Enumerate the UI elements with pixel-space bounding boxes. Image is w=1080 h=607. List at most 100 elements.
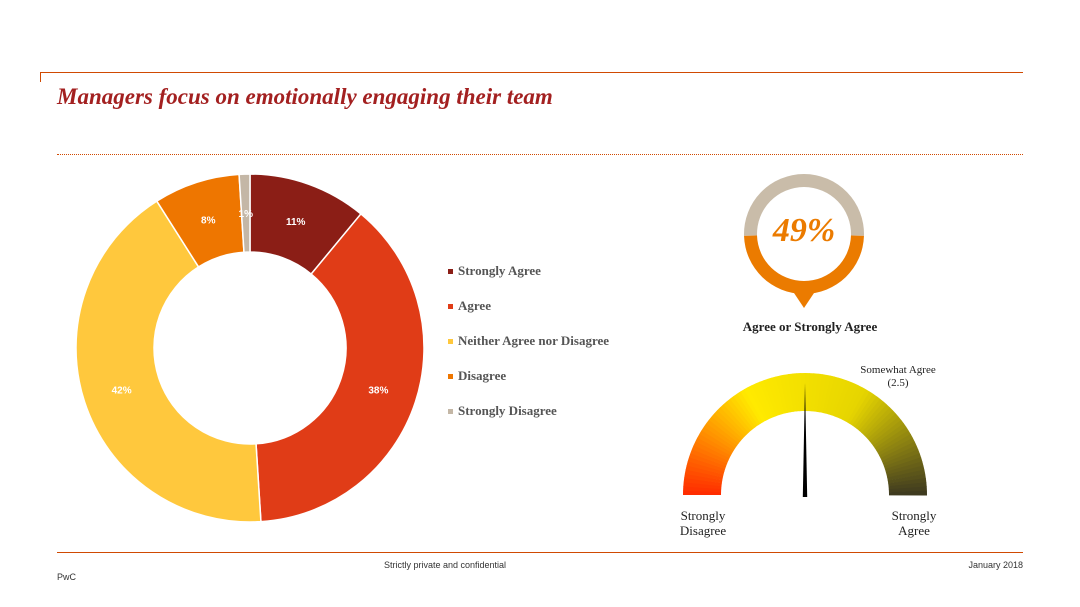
- footer-date: January 2018: [968, 560, 1023, 570]
- gauge-arc-segment: [747, 385, 769, 421]
- gauge-arc-segment: [759, 380, 777, 418]
- gauge-arc-segment: [880, 441, 917, 462]
- gauge-arc-segment: [888, 482, 927, 490]
- gauge-arc-segment: [706, 419, 740, 446]
- gauge-arc-segment: [720, 404, 750, 435]
- gauge-arc-segment: [872, 423, 907, 449]
- gauge-min-label-line1: Strongly: [680, 508, 726, 523]
- gauge-arc-segment: [714, 409, 745, 439]
- donut-slice-4: [238, 173, 251, 253]
- ring-chart: [744, 174, 864, 308]
- gauge-arc-segment: [744, 387, 766, 423]
- gauge-arc: [683, 373, 927, 496]
- gauge-arc-segment: [825, 376, 840, 415]
- gauge-arc-segment: [863, 407, 894, 437]
- gauge-arc-segment: [822, 375, 835, 414]
- gauge-arc-segment: [858, 401, 887, 433]
- donut-slice-2: [75, 200, 262, 523]
- legend-label-4: Strongly Disagree: [458, 403, 557, 418]
- legend-item-0: Strongly Agree: [448, 262, 609, 297]
- ring-remainder-arc: [744, 174, 864, 236]
- gauge-min-label-line2: Disagree: [679, 523, 727, 538]
- ring-value-arc: [744, 235, 864, 295]
- ring-value: 49%: [772, 212, 836, 249]
- gauge-arc-segment: [865, 410, 896, 440]
- legend-label-2: Neither Agree nor Disagree: [458, 333, 610, 348]
- gauge-arc-segment: [687, 456, 726, 472]
- gauge-arc-segment: [874, 426, 909, 451]
- gauge-max-label-line2: Agree: [898, 523, 930, 538]
- donut-legend: Strongly Agree Agree Neither Agree nor Dis…: [448, 262, 609, 437]
- gauge-arc-segment: [888, 478, 927, 487]
- gauge-arc-segment: [871, 419, 904, 446]
- gauge-arc-segment: [876, 430, 911, 454]
- gauge-arc-segment: [796, 373, 803, 412]
- top-rule-tick: [40, 72, 41, 82]
- ring-caption: Agree or Strongly Agree: [742, 319, 878, 334]
- gauge-arc-segment: [847, 389, 871, 424]
- gauge-arc-segment: [683, 486, 722, 493]
- legend-swatch-2: [448, 339, 453, 344]
- gauge-arc-segment: [879, 437, 915, 459]
- legend-item-3: Disagree: [448, 367, 609, 402]
- gauge-arc-segment: [885, 461, 924, 476]
- gauge-arc-segment: [888, 490, 927, 496]
- gauge-arc-segment: [779, 374, 791, 413]
- gauge-arc-segment: [708, 416, 741, 444]
- gauge-arc-segment: [729, 396, 756, 429]
- gauge-arc-segment: [688, 452, 727, 470]
- gauge-arc-segment: [884, 457, 923, 473]
- gauge-annotation: Somewhat Agree (2.5): [848, 364, 948, 390]
- gauge-arc-segment: [877, 434, 913, 456]
- gauge-arc-segment: [684, 469, 723, 481]
- gauge-arc-segment: [844, 387, 867, 423]
- legend-swatch-4: [448, 409, 453, 414]
- gauge-arc-segment: [810, 373, 819, 412]
- gauge-arc-segment: [841, 385, 863, 421]
- legend-label-0: Strongly Agree: [458, 263, 541, 278]
- legend-label-3: Disagree: [458, 368, 507, 383]
- gauge-arc-segment: [882, 449, 920, 467]
- legend-label-1: Agree: [458, 298, 491, 313]
- gauge-max-label: Strongly Agree: [874, 508, 954, 538]
- gauge-arc-segment: [685, 465, 724, 478]
- gauge-arc-segment: [693, 441, 730, 461]
- footer-rule: [57, 552, 1023, 553]
- donut-data-label-3: 8%: [201, 216, 216, 227]
- gauge-arc-segment: [881, 445, 919, 464]
- donut-data-label-0: 11%: [286, 217, 306, 228]
- donut-slice-1: [255, 212, 425, 523]
- gauge-arc-segment: [854, 396, 881, 430]
- gauge-arc-segment: [888, 486, 927, 493]
- gauge-arc-segment: [807, 373, 814, 412]
- gauge-arc-segment: [813, 373, 823, 412]
- gauge-arc-segment: [717, 406, 747, 437]
- gauge-arc-segment: [695, 437, 731, 459]
- gauge-arc-segment: [833, 380, 852, 418]
- ring-pointer: [792, 290, 816, 308]
- gauge-chart: [683, 373, 927, 497]
- gauge-arc-segment: [839, 383, 859, 420]
- donut-data-label-4: 1%: [239, 209, 254, 220]
- legend-swatch-3: [448, 374, 453, 379]
- donut-data-label-2: 42%: [112, 386, 132, 397]
- gauge-arc-segment: [697, 433, 733, 456]
- gauge-arc-segment: [733, 393, 759, 428]
- legend-item-2: Neither Agree nor Disagree: [448, 332, 609, 367]
- legend-item-4: Strongly Disagree: [448, 402, 609, 437]
- gauge-arc-segment: [883, 453, 922, 470]
- gauge-arc-segment: [740, 389, 764, 424]
- gauge-arc-segment: [711, 413, 743, 442]
- gauge-arc-segment: [751, 383, 772, 420]
- gauge-arc-segment: [819, 374, 831, 413]
- gauge-arc-segment: [699, 429, 734, 453]
- gauge-arc-segment: [800, 373, 806, 412]
- gauge-arc-segment: [886, 465, 925, 478]
- gauge-arc-segment: [701, 426, 736, 451]
- gauge-arc-segment: [771, 376, 786, 415]
- gauge-arc-segment: [767, 377, 783, 416]
- title-divider: [57, 154, 1023, 155]
- gauge-arc-segment: [861, 404, 891, 435]
- legend-swatch-0: [448, 269, 453, 274]
- donut-data-label-1: 38%: [368, 386, 388, 397]
